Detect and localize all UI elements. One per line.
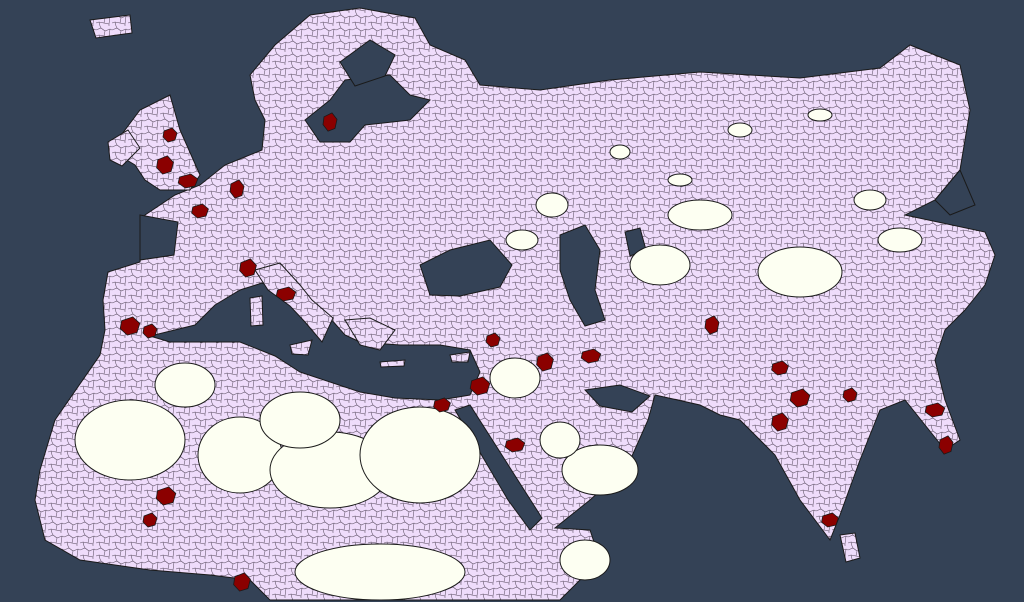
wasteland-region xyxy=(154,362,216,408)
ireland[interactable] xyxy=(107,129,141,167)
black-sea xyxy=(419,239,513,297)
highlighted-province[interactable] xyxy=(504,437,526,453)
highlighted-province[interactable] xyxy=(156,155,174,175)
highlighted-province[interactable] xyxy=(239,258,257,278)
wasteland xyxy=(74,108,923,601)
highlighted-province[interactable] xyxy=(322,112,338,132)
highlighted-province[interactable] xyxy=(275,286,297,302)
gulf-of-bothnia xyxy=(339,39,396,87)
wasteland-region xyxy=(505,229,539,251)
highlighted-province[interactable] xyxy=(924,402,946,418)
greece[interactable] xyxy=(344,317,396,351)
highlighted-province[interactable] xyxy=(433,397,451,413)
okhotsk-coast xyxy=(934,169,976,216)
iceland[interactable] xyxy=(89,14,133,39)
highlighted-province[interactable] xyxy=(938,435,954,455)
highlighted-province[interactable] xyxy=(119,316,141,336)
cyprus[interactable] xyxy=(449,351,471,363)
highlighted-province[interactable] xyxy=(177,173,199,189)
persian-gulf xyxy=(583,384,651,413)
highlighted-province[interactable] xyxy=(789,388,811,408)
wasteland-region xyxy=(359,406,481,504)
highlighted-province[interactable] xyxy=(580,348,602,364)
wasteland-region xyxy=(561,444,639,496)
crete[interactable] xyxy=(379,359,406,368)
highlighted-province[interactable] xyxy=(142,323,158,339)
wasteland-region xyxy=(559,539,611,581)
baltic-sea xyxy=(304,74,431,143)
highlighted-province[interactable] xyxy=(233,572,251,592)
seas xyxy=(139,39,976,531)
highlighted-province[interactable] xyxy=(155,486,177,506)
bay-of-biscay xyxy=(139,214,179,261)
wasteland-region xyxy=(489,357,541,399)
highlighted-province[interactable] xyxy=(536,352,554,372)
caspian-sea xyxy=(559,224,606,327)
wasteland-region xyxy=(757,246,843,298)
wasteland-region xyxy=(807,108,833,122)
wasteland-region xyxy=(539,421,581,459)
wasteland-region xyxy=(74,399,186,481)
wasteland-region xyxy=(535,192,569,218)
highlighted-province[interactable] xyxy=(485,332,501,348)
highlighted-province[interactable] xyxy=(704,315,720,335)
islands xyxy=(249,262,471,368)
highlighted-province[interactable] xyxy=(229,179,245,199)
highlighted-province[interactable] xyxy=(842,387,858,403)
wasteland-region xyxy=(609,144,631,160)
highlighted-province[interactable] xyxy=(191,203,209,219)
sicily[interactable] xyxy=(289,339,313,356)
highlighted-province[interactable] xyxy=(142,512,158,528)
sardinia[interactable] xyxy=(249,295,264,327)
sri-lanka[interactable] xyxy=(839,532,861,563)
wasteland-region xyxy=(877,227,923,253)
wasteland-region xyxy=(853,189,887,211)
wasteland-region xyxy=(629,244,691,286)
highlighted-province[interactable] xyxy=(771,412,789,432)
highlighted-province[interactable] xyxy=(771,360,789,376)
wasteland-region xyxy=(667,199,733,231)
wasteland-region xyxy=(667,173,693,187)
wasteland-region xyxy=(259,391,341,449)
highlighted-province[interactable] xyxy=(821,512,839,528)
highlighted-province[interactable] xyxy=(162,127,178,143)
highlighted-provinces xyxy=(119,112,954,592)
wasteland-region xyxy=(294,543,466,601)
red-sea xyxy=(454,404,543,531)
highlighted-province[interactable] xyxy=(469,376,491,396)
wasteland-region xyxy=(727,122,753,138)
